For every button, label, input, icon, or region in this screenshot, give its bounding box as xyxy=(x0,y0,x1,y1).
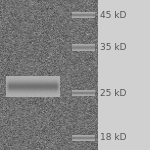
Text: 45 kD: 45 kD xyxy=(100,11,127,20)
Text: 35 kD: 35 kD xyxy=(100,44,127,52)
Text: 25 kD: 25 kD xyxy=(100,88,127,98)
Bar xyxy=(0,0,98,150)
Text: 18 kD: 18 kD xyxy=(100,134,127,142)
